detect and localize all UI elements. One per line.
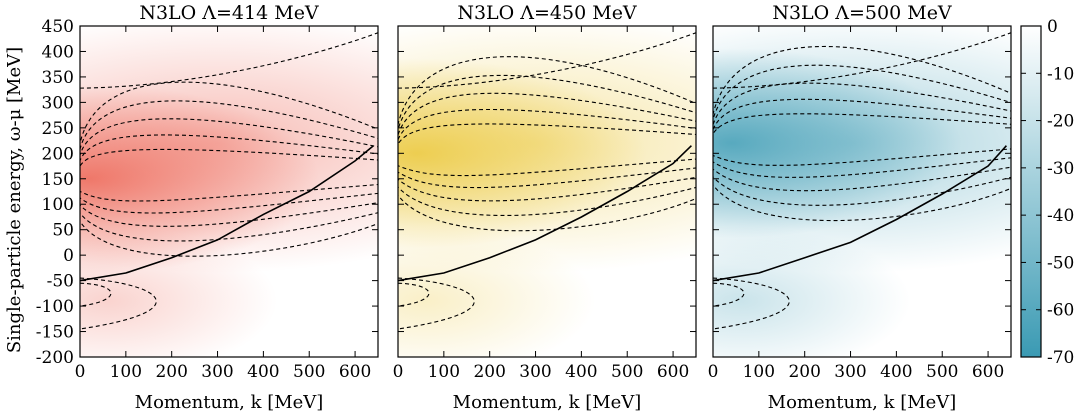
contour-line [713,45,1011,222]
x-tick-label: 0 [75,362,86,382]
x-tick-label: 400 [565,362,597,382]
panel-title: N3LO Λ=500 MeV [772,2,952,24]
y-tick-label: -150 [36,323,74,343]
y-tick-label: -200 [36,348,74,368]
x-axis-label: Momentum, k [MeV] [768,392,957,413]
contour-line [80,148,378,202]
panel-2: 0 100 200 300 400 500 600 N3LO Λ=450 MeV Momentu… [393,2,697,413]
contour-line [713,277,790,330]
panel-3: 0 100 200 300 400 500 600 N3LO Λ=500 MeV Momentu… [708,2,1012,413]
quasiparticle-curve [713,145,1007,282]
strength-peak [713,48,962,239]
y-tick-label: 300 [42,93,74,113]
hole-strength-lobe [80,226,278,357]
y-tick-label: 350 [42,68,74,88]
y-tick-label: 450 [42,17,74,37]
y-tick-label: 200 [42,144,74,164]
y-tick-label: 400 [42,42,74,62]
y-tick-label: 50 [52,221,74,241]
x-tick-label: 500 [611,362,643,382]
quasiparticle-curve [80,145,374,282]
x-tick-label: 400 [880,362,912,382]
y-tick-label: 100 [42,195,74,215]
x-tick-label: 600 [657,362,689,382]
heatmap-2 [398,26,696,357]
contour-line [713,32,1011,89]
contour-line [80,81,378,257]
contour-line [398,282,430,307]
x-tick-label: 300 [519,362,551,382]
quasiparticle-curve [398,145,692,282]
contour-line [398,56,696,232]
hole-strength-lobe [713,226,911,357]
x-tick-label: 200 [473,362,505,382]
contour-line [398,92,696,202]
x-tick-label: 400 [247,362,279,382]
contour-line [713,98,1011,178]
colorbar-tick-label: -10 [1047,64,1074,84]
contour-line [398,108,696,189]
contour-line [80,282,112,307]
strength-peak [80,83,320,274]
x-tick-label: 300 [201,362,233,382]
x-axis-label: Momentum, k [MeV] [453,392,642,413]
contour-line [398,277,475,330]
y-tick-label: 250 [42,119,74,139]
x-tick-label: 300 [834,362,866,382]
colorbar-tick-label: -70 [1047,348,1074,368]
colorbar-tick-label: -50 [1047,253,1074,273]
strength-peak [398,58,647,249]
contour-line [80,277,157,330]
x-tick-label: 200 [155,362,187,382]
y-tick-label: -50 [47,272,74,292]
panel-title: N3LO Λ=414 MeV [139,2,319,24]
x-tick-label: 100 [428,362,460,382]
x-axis-label: Momentum, k [MeV] [135,392,324,413]
contour-line [398,123,696,177]
x-tick-label: 500 [293,362,325,382]
contour-line [398,32,696,89]
colorbar-tick-label: 0 [1047,17,1058,37]
contour-line [80,134,378,214]
panel-title: N3LO Λ=450 MeV [457,2,637,24]
y-tick-label: 150 [42,170,74,190]
heatmap-3 [713,26,1011,357]
heatmap-1 [80,26,378,357]
panel-frame [79,25,379,358]
hole-strength-lobe [398,226,596,357]
panel-1: 0 100 200 300 400 500 600450400350300250200150… [36,2,379,413]
x-tick-label: 200 [788,362,820,382]
y-tick-label: -100 [36,297,74,317]
contour-line [398,74,696,216]
x-tick-label: 100 [110,362,142,382]
contour-line [80,118,378,227]
x-tick-label: 500 [926,362,958,382]
x-tick-label: 600 [339,362,371,382]
panel-frame [712,25,1012,358]
contour-line [713,282,745,307]
colorbar-scale [1020,25,1042,358]
contour-line [713,113,1011,166]
contour-line [713,64,1011,206]
colorbar-tick-label: -30 [1047,159,1074,179]
colorbar-tick-label: -20 [1047,112,1074,132]
x-tick-label: 0 [708,362,719,382]
colorbar: 0 -10 -20 -30 -40 -50 -60 -70 [1020,17,1074,368]
x-tick-label: 100 [743,362,775,382]
colorbar-tick-label: -60 [1047,301,1074,321]
contour-line [80,100,378,242]
contour-line [80,32,378,89]
contour-line [713,82,1011,192]
y-axis-label: Single-particle energy, ω-μ [MeV] [4,47,25,353]
panel-frame [397,25,697,358]
x-tick-label: 0 [393,362,404,382]
x-tick-label: 600 [972,362,1004,382]
colorbar-tick-label: -40 [1047,206,1074,226]
y-tick-label: 0 [63,246,74,266]
